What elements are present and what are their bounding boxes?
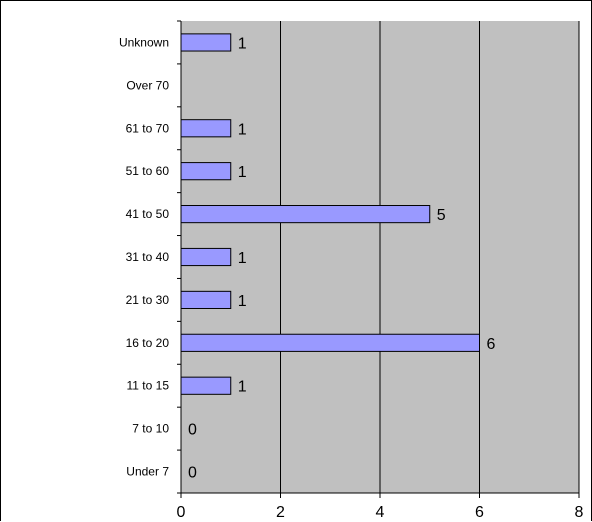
bar bbox=[180, 290, 232, 309]
labels: 0 2 4 6 8 Unknown 1 Over 70 61 to 70 1 51 to 60 1 41… bbox=[119, 35, 584, 521]
data-label: 1 bbox=[238, 293, 247, 310]
gridlines bbox=[280, 21, 580, 493]
bar bbox=[180, 376, 232, 395]
bars bbox=[180, 33, 480, 395]
x-tick-label: 2 bbox=[276, 504, 285, 521]
category-label: 7 to 10 bbox=[132, 422, 169, 436]
bar bbox=[180, 33, 232, 52]
data-label: 1 bbox=[238, 35, 247, 52]
category-label: 61 to 70 bbox=[126, 121, 170, 135]
category-label: 41 to 50 bbox=[126, 207, 170, 221]
bar bbox=[180, 247, 232, 267]
data-label: 1 bbox=[238, 379, 247, 396]
x-tick-label: 8 bbox=[575, 504, 584, 521]
bar bbox=[180, 333, 480, 352]
axes bbox=[177, 20, 580, 498]
category-label: 11 to 15 bbox=[127, 379, 170, 393]
data-label: 0 bbox=[188, 465, 197, 482]
data-label: 0 bbox=[188, 422, 197, 439]
x-tick-label: 6 bbox=[475, 504, 484, 521]
bar bbox=[180, 162, 232, 181]
category-label: 51 to 60 bbox=[126, 164, 170, 178]
data-label: 5 bbox=[437, 207, 446, 224]
category-label: Unknown bbox=[119, 35, 169, 49]
category-label: 31 to 40 bbox=[126, 250, 170, 264]
data-label: 6 bbox=[487, 336, 496, 353]
x-tick-label: 0 bbox=[177, 504, 186, 521]
data-label: 1 bbox=[238, 121, 247, 138]
category-label: Under 7 bbox=[126, 465, 169, 479]
bar bbox=[180, 119, 232, 138]
data-label: 1 bbox=[238, 164, 247, 181]
category-label: 21 to 30 bbox=[126, 293, 170, 307]
bar bbox=[180, 205, 431, 224]
category-label: Over 70 bbox=[126, 78, 169, 92]
data-label: 1 bbox=[238, 250, 247, 267]
x-tick-label: 4 bbox=[376, 504, 385, 521]
category-label: 16 to 20 bbox=[126, 336, 170, 350]
